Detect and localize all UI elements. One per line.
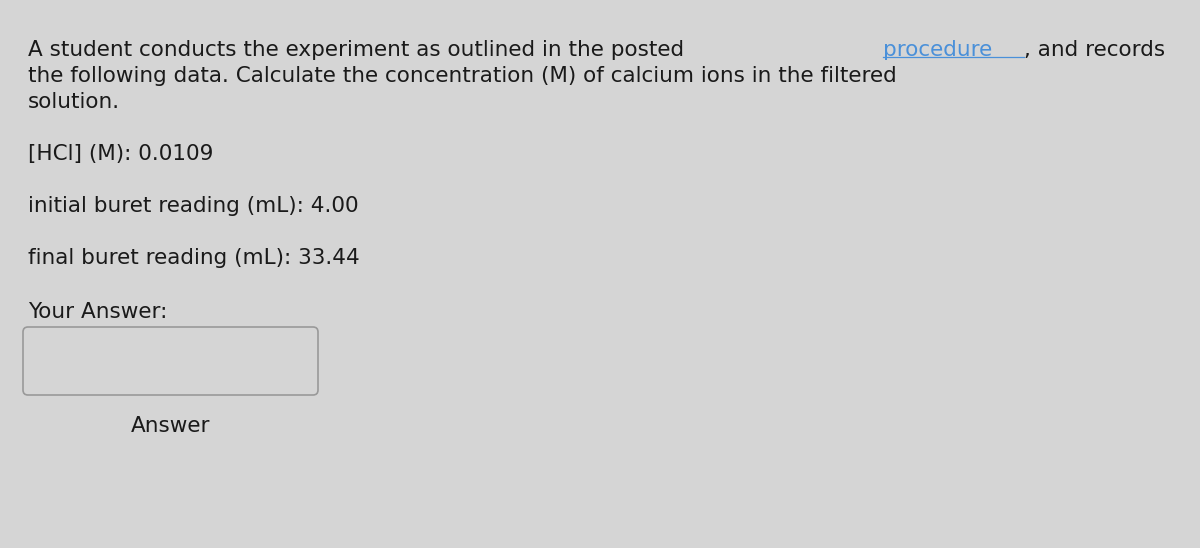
Text: Your Answer:: Your Answer:	[28, 302, 167, 322]
Text: the following data. Calculate the concentration (M) of calcium ions in the filte: the following data. Calculate the concen…	[28, 66, 896, 86]
Text: solution.: solution.	[28, 92, 120, 112]
Text: final buret reading (mL): 33.44: final buret reading (mL): 33.44	[28, 248, 360, 268]
Text: Answer: Answer	[131, 416, 210, 436]
Text: [HCl] (M): 0.0109: [HCl] (M): 0.0109	[28, 144, 214, 164]
Text: A student conducts the experiment as outlined in the posted: A student conducts the experiment as out…	[28, 40, 691, 60]
Text: initial buret reading (mL): 4.00: initial buret reading (mL): 4.00	[28, 196, 359, 216]
Text: , and records: , and records	[1025, 40, 1165, 60]
FancyBboxPatch shape	[23, 327, 318, 395]
Text: procedure: procedure	[883, 40, 992, 60]
